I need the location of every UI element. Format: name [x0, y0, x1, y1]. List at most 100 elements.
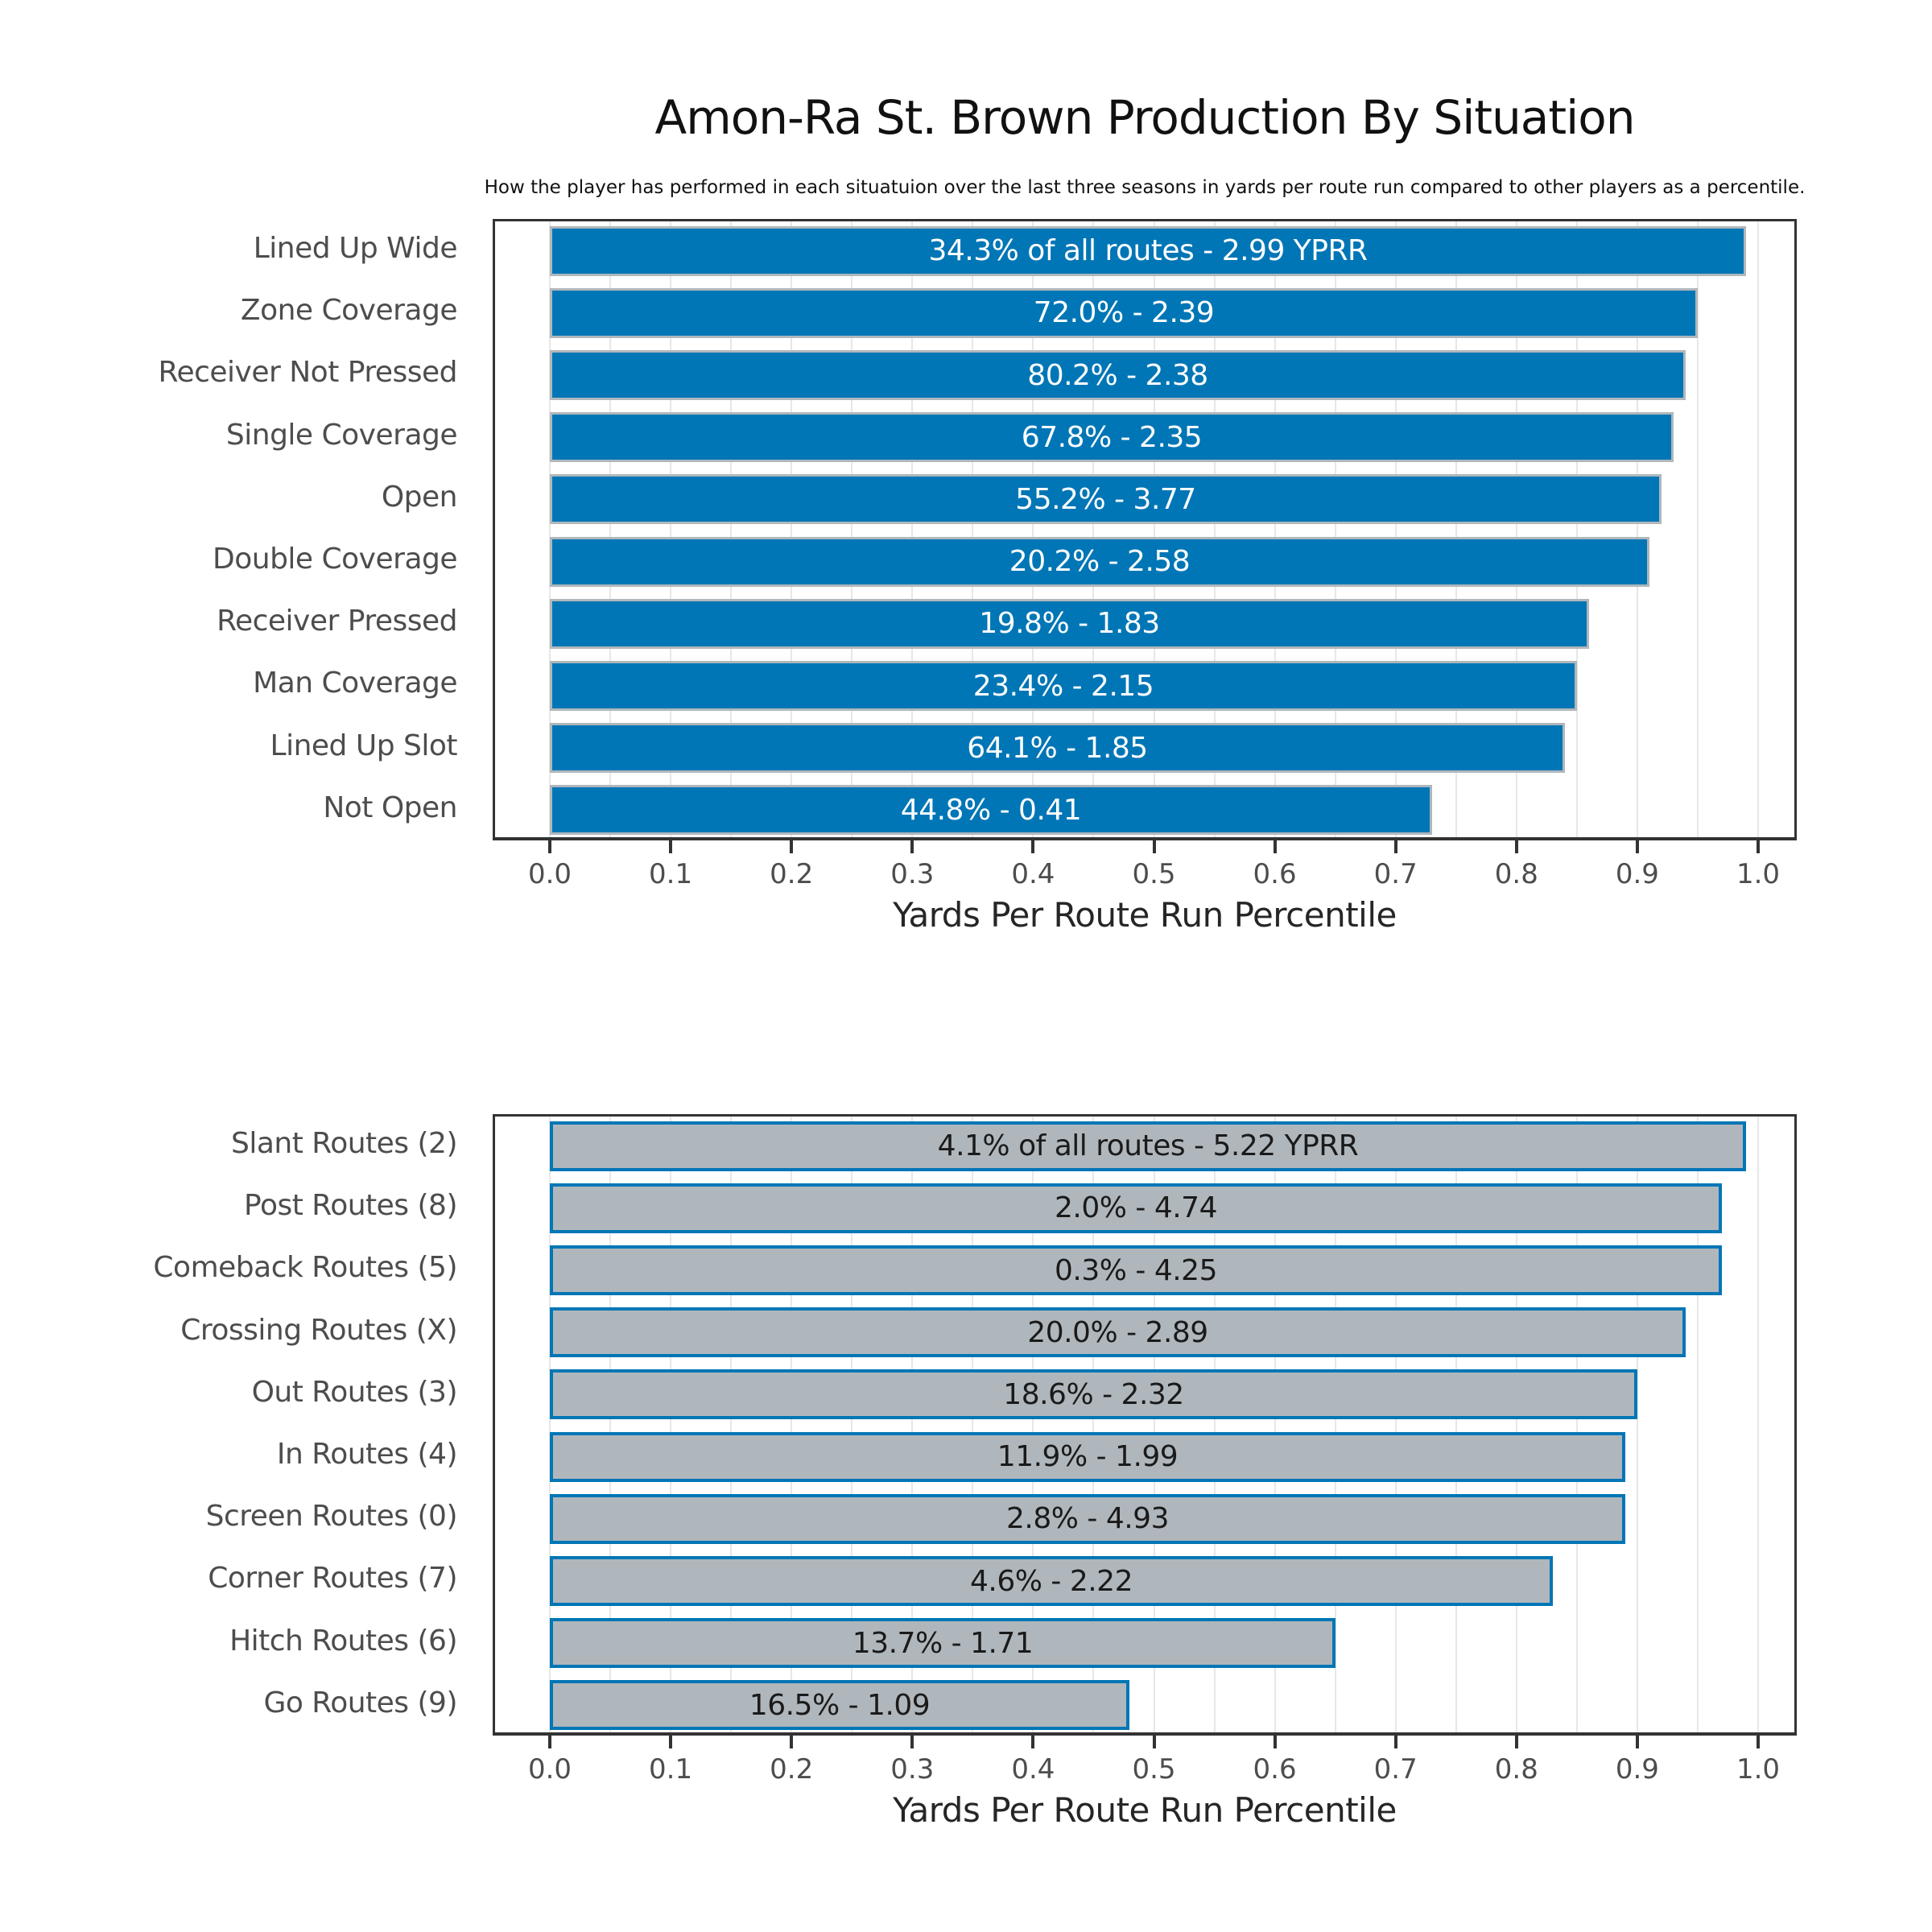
x-tick-mark — [1273, 840, 1277, 853]
x-tick-label: 1.0 — [1736, 1753, 1781, 1785]
grid-line — [1515, 221, 1517, 837]
plot-area: 4.1% of all routes - 5.22 YPRR 2.0% - 4.7… — [493, 1114, 1797, 1736]
bar-value-label: 2.0% - 4.74 — [1055, 1191, 1218, 1225]
bar: 4.6% - 2.22 — [550, 1556, 1553, 1606]
grid-line — [911, 1117, 914, 1732]
y-category-label: Double Coverage — [213, 543, 457, 576]
x-tick-label: 0.5 — [1132, 1753, 1176, 1785]
bar-value-label: 20.0% - 2.89 — [1027, 1315, 1208, 1349]
grid-line — [1092, 1117, 1095, 1732]
grid-line — [791, 1117, 793, 1732]
x-tick-mark — [1393, 840, 1397, 853]
x-tick-mark — [790, 1736, 794, 1748]
x-tick-label: 1.0 — [1736, 858, 1781, 890]
grid-line — [1455, 221, 1457, 837]
grid-line — [1696, 221, 1699, 837]
y-category-label: Lined Up Wide — [253, 232, 458, 266]
bar: 64.1% - 1.85 — [550, 723, 1565, 774]
y-category-label: In Routes (4) — [276, 1438, 458, 1472]
grid-line — [851, 221, 853, 837]
grid-line — [851, 1117, 853, 1732]
grid-line — [1032, 221, 1034, 837]
grid-line — [791, 221, 793, 837]
route-type-chart: 4.1% of all routes - 5.22 YPRR 2.0% - 4.7… — [0, 1114, 1932, 1847]
grid-line — [1274, 1117, 1276, 1732]
grid-line — [911, 221, 914, 837]
grid-line — [1575, 221, 1578, 837]
x-tick-mark — [548, 840, 551, 853]
grid-line — [670, 221, 672, 837]
bar: 2.0% - 4.74 — [550, 1183, 1722, 1233]
x-tick-label: 0.4 — [1011, 1753, 1055, 1785]
bar: 2.8% - 4.93 — [550, 1493, 1625, 1544]
x-tick-label: 0.0 — [527, 1753, 572, 1785]
bar-value-label: 80.2% - 2.38 — [1027, 358, 1208, 392]
grid-line — [1757, 1117, 1759, 1732]
y-category-label: Open — [381, 480, 458, 514]
plot-area: 34.3% of all routes - 2.99 YPRR 72.0% - 2… — [493, 219, 1797, 840]
x-tick-mark — [669, 1736, 673, 1748]
grid-line — [1274, 221, 1276, 837]
y-category-label: Lined Up Slot — [270, 729, 458, 762]
x-tick-label: 0.5 — [1132, 858, 1176, 890]
situation-chart: 34.3% of all routes - 2.99 YPRR 72.0% - 2… — [0, 219, 1932, 952]
grid-line — [1334, 221, 1336, 837]
x-tick-mark — [1757, 1736, 1760, 1748]
grid-line — [1153, 1117, 1155, 1732]
x-tick-label: 0.3 — [890, 1753, 935, 1785]
y-category-label: Man Coverage — [253, 667, 457, 700]
grid-line — [1153, 221, 1155, 837]
bar-value-label: 13.7% - 1.71 — [852, 1626, 1034, 1660]
grid-line — [1213, 221, 1216, 837]
x-tick-mark — [1514, 840, 1518, 853]
bar-value-label: 23.4% - 2.15 — [972, 669, 1154, 703]
x-tick-mark — [1031, 1736, 1035, 1748]
x-tick-label: 0.2 — [770, 858, 814, 890]
x-tick-label: 0.8 — [1494, 858, 1538, 890]
grid-line — [1696, 1117, 1699, 1732]
y-category-label: Hitch Routes (6) — [229, 1624, 457, 1657]
y-category-label: Go Routes (9) — [263, 1686, 457, 1719]
y-category-label: Single Coverage — [225, 418, 458, 452]
y-category-label: Out Routes (3) — [251, 1375, 458, 1409]
grid-line — [670, 1117, 672, 1732]
y-category-label: Receiver Not Pressed — [158, 356, 458, 390]
grid-line — [609, 1117, 612, 1732]
bar: 23.4% - 2.15 — [550, 661, 1577, 711]
bar-value-label: 2.8% - 4.93 — [1006, 1502, 1170, 1536]
x-tick-label: 0.4 — [1011, 858, 1055, 890]
x-tick-mark — [1757, 840, 1760, 853]
bar: 19.8% - 1.83 — [550, 598, 1589, 649]
bar: 34.3% of all routes - 2.99 YPRR — [550, 225, 1746, 276]
bar: 20.2% - 2.58 — [550, 536, 1649, 587]
y-category-label: Comeback Routes (5) — [153, 1251, 457, 1285]
bar-value-label: 20.2% - 2.58 — [1009, 545, 1191, 579]
bar: 11.9% - 1.99 — [550, 1431, 1625, 1482]
bar-value-label: 72.0% - 2.39 — [1033, 296, 1215, 330]
grid-line — [1636, 1117, 1638, 1732]
bar: 80.2% - 2.38 — [550, 350, 1686, 400]
x-tick-mark — [548, 1736, 551, 1748]
bar-value-label: 16.5% - 1.09 — [749, 1688, 931, 1722]
bar-value-label: 34.3% of all routes - 2.99 YPRR — [928, 234, 1368, 268]
grid-line — [1515, 1117, 1517, 1732]
x-tick-label: 0.9 — [1615, 1753, 1659, 1785]
bar: 72.0% - 2.39 — [550, 287, 1698, 338]
x-tick-mark — [1635, 840, 1639, 853]
grid-line — [1394, 221, 1397, 837]
y-category-label: Not Open — [323, 791, 457, 824]
bar-value-label: 19.8% - 1.83 — [979, 607, 1160, 641]
x-axis-label: Yards Per Route Run Percentile — [893, 1790, 1397, 1830]
bar-value-label: 55.2% - 3.77 — [1015, 482, 1196, 516]
y-category-label: Receiver Pressed — [217, 605, 457, 638]
bar-value-label: 4.6% - 2.22 — [970, 1564, 1133, 1598]
grid-line — [730, 221, 733, 837]
x-tick-label: 0.2 — [770, 1753, 814, 1785]
y-category-label: Screen Routes (0) — [205, 1500, 458, 1534]
grid-line — [1032, 1117, 1034, 1732]
chart-subtitle: How the player has performed in each sit… — [484, 177, 1806, 198]
bar-value-label: 67.8% - 2.35 — [1021, 420, 1203, 454]
y-category-label: Post Routes (8) — [244, 1189, 457, 1223]
x-axis-label: Yards Per Route Run Percentile — [893, 895, 1397, 935]
